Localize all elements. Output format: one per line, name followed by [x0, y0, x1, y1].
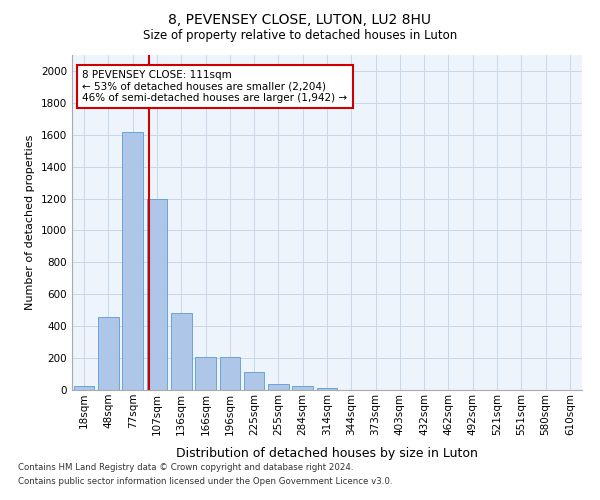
Bar — [195, 356, 216, 390]
Bar — [74, 386, 94, 390]
Y-axis label: Number of detached properties: Number of detached properties — [25, 135, 35, 310]
Bar — [292, 386, 313, 390]
Bar — [122, 132, 143, 390]
Bar — [171, 314, 191, 390]
Text: Contains public sector information licensed under the Open Government Licence v3: Contains public sector information licen… — [18, 478, 392, 486]
Bar — [146, 198, 167, 390]
Bar — [244, 372, 265, 390]
Text: 8 PEVENSEY CLOSE: 111sqm
← 53% of detached houses are smaller (2,204)
46% of sem: 8 PEVENSEY CLOSE: 111sqm ← 53% of detach… — [82, 70, 347, 103]
Bar — [317, 388, 337, 390]
Bar — [98, 316, 119, 390]
Bar — [220, 356, 240, 390]
Text: Contains HM Land Registry data © Crown copyright and database right 2024.: Contains HM Land Registry data © Crown c… — [18, 464, 353, 472]
Text: 8, PEVENSEY CLOSE, LUTON, LU2 8HU: 8, PEVENSEY CLOSE, LUTON, LU2 8HU — [169, 12, 431, 26]
Bar — [268, 384, 289, 390]
Text: Distribution of detached houses by size in Luton: Distribution of detached houses by size … — [176, 448, 478, 460]
Text: Size of property relative to detached houses in Luton: Size of property relative to detached ho… — [143, 29, 457, 42]
